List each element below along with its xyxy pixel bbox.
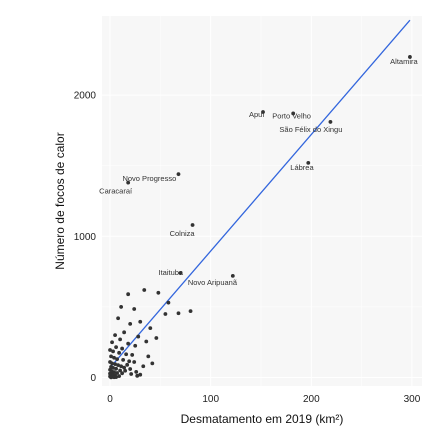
data-point	[114, 366, 118, 371]
data-point	[128, 367, 133, 371]
x-tick-label: 100	[202, 394, 219, 405]
data-point	[138, 372, 143, 377]
x-tick-label: 0	[107, 394, 113, 405]
x-tick-label: 200	[303, 394, 320, 405]
panel-background	[102, 16, 422, 386]
data-point	[111, 349, 115, 354]
data-point	[109, 375, 113, 380]
data-point-labeled	[261, 110, 265, 114]
data-point	[125, 362, 130, 367]
data-point	[148, 326, 153, 330]
points-layer	[108, 55, 412, 380]
data-point	[122, 365, 127, 370]
y-tick-label: 2000	[74, 91, 97, 102]
point-label: São Félix do Xingu	[279, 125, 342, 134]
data-point	[118, 368, 123, 373]
data-point-labeled	[408, 55, 412, 59]
data-point	[122, 330, 127, 335]
data-point	[129, 372, 134, 376]
data-point	[113, 362, 117, 367]
data-point	[115, 371, 119, 375]
data-point	[130, 353, 135, 357]
data-point	[136, 334, 141, 339]
data-point	[118, 337, 123, 342]
data-point	[176, 311, 181, 316]
data-point	[138, 319, 143, 324]
data-point	[146, 354, 151, 359]
data-point-labeled	[306, 160, 311, 165]
data-point	[112, 375, 116, 380]
data-point	[110, 361, 114, 366]
data-point	[132, 307, 137, 311]
data-point	[134, 369, 139, 374]
data-point	[163, 312, 168, 316]
point-label: Porto Velho	[272, 111, 311, 120]
data-point	[120, 346, 125, 351]
data-point	[114, 345, 118, 350]
data-point	[144, 339, 149, 344]
data-point-labeled	[328, 120, 333, 124]
data-point	[109, 354, 113, 359]
data-point	[119, 305, 124, 309]
data-point	[156, 290, 161, 295]
data-point	[117, 374, 122, 379]
data-point	[123, 368, 128, 373]
data-point	[117, 350, 122, 355]
data-point	[126, 292, 131, 297]
data-point	[115, 357, 119, 362]
data-point	[188, 309, 193, 314]
data-point	[121, 357, 126, 362]
point-label: Lábrea	[290, 163, 314, 172]
data-point	[141, 364, 146, 369]
data-point	[120, 371, 125, 376]
data-point-labeled	[230, 273, 235, 278]
data-point	[110, 340, 114, 345]
point-label: Caracaraí	[99, 187, 133, 196]
data-point	[132, 360, 137, 364]
data-point	[112, 355, 116, 360]
data-point	[133, 343, 138, 348]
data-point	[127, 359, 132, 364]
data-point-labeled	[291, 111, 296, 116]
x-axis-title: Desmatamento em 2019 (km²)	[181, 412, 344, 426]
y-tick-labels: 0 1000 2000	[74, 91, 97, 384]
data-point	[124, 352, 129, 357]
point-labels-layer: Altamira Apuí Porto Velho São Félix do Xing…	[99, 57, 418, 287]
data-point	[116, 363, 121, 367]
data-point-labeled	[126, 180, 131, 185]
data-point	[135, 373, 140, 378]
data-point	[116, 316, 121, 321]
data-point	[142, 288, 147, 292]
data-point	[128, 321, 133, 326]
y-axis-title: Número de focos de calor	[53, 132, 67, 269]
point-label: Apuí	[249, 110, 265, 119]
y-tick-label: 0	[90, 373, 96, 384]
x-tick-labels: 0 100 200 300	[107, 394, 420, 405]
point-label: Novo Progresso	[122, 174, 176, 183]
data-point	[154, 336, 159, 340]
y-tick-label: 1000	[74, 232, 97, 243]
data-point	[113, 333, 117, 338]
data-point-labeled	[190, 223, 195, 227]
point-label: Itaituba	[158, 268, 183, 277]
trend-line	[109, 19, 411, 369]
data-point	[108, 348, 112, 352]
grid-lines	[102, 16, 422, 386]
trend-line-layer	[109, 19, 411, 369]
point-label: Novo Aripuanã	[188, 278, 238, 287]
data-point	[119, 364, 124, 369]
data-point	[126, 341, 131, 346]
x-tick-label: 300	[404, 394, 421, 405]
point-label: Colniza	[170, 229, 196, 238]
point-label: Altamira	[390, 57, 418, 66]
data-point	[150, 361, 155, 366]
data-point-labeled	[176, 172, 181, 177]
data-point-labeled	[178, 271, 183, 275]
data-point	[111, 366, 115, 370]
data-point	[166, 300, 171, 305]
